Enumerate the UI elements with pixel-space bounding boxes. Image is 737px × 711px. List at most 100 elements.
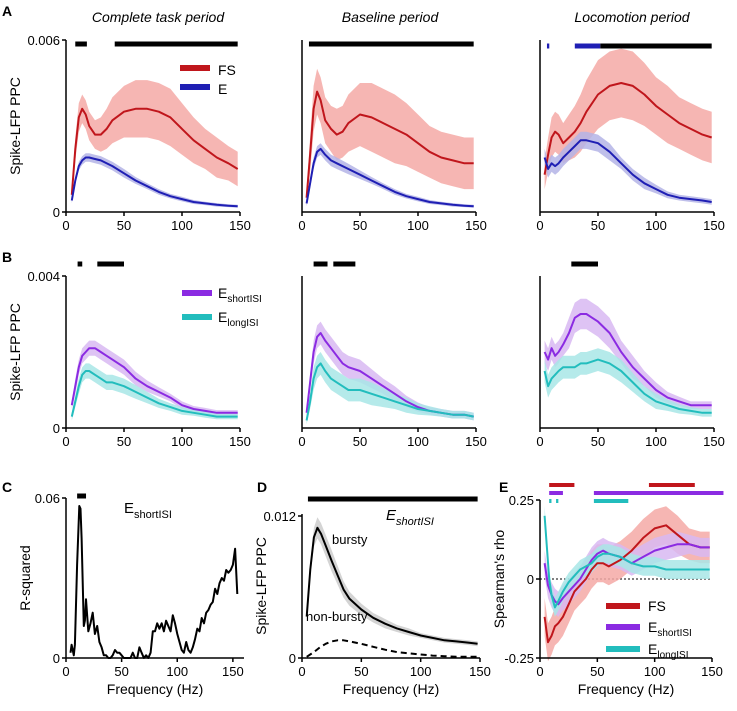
line-b1-1 <box>70 370 238 418</box>
x-label-e: Frequency (Hz) <box>578 681 674 697</box>
line-a3-0 <box>543 82 712 175</box>
x-tick-label-d-3: 150 <box>469 664 491 679</box>
legend-label-b1-short: EshortISI <box>218 285 262 305</box>
sig-bar-e-5 <box>556 499 559 503</box>
sig-bar-e-4 <box>549 499 552 503</box>
x-tick-label-d-1: 50 <box>354 664 368 679</box>
x-tick-label-e-2: 100 <box>644 664 666 679</box>
band-a2-1 <box>306 143 474 208</box>
band-e-1 <box>544 531 710 617</box>
legend-swatch-b1-short <box>182 290 212 296</box>
y-label-e: Spearman's rho <box>491 530 507 629</box>
x-tick-label-a3-0: 0 <box>536 218 543 233</box>
legend-swatch-e-short <box>606 624 640 630</box>
sig-bar-b2-0 <box>313 261 328 267</box>
sig-bar-e-2 <box>549 491 563 495</box>
band-b2-1 <box>306 352 474 425</box>
line-a3-1 <box>543 139 712 203</box>
x-tick-label-b2-0: 0 <box>298 434 305 449</box>
panel-label-c: EshortISI <box>124 500 172 521</box>
annotation-non-bursty: non-bursty <box>306 609 368 624</box>
sig-bar-d-0 <box>307 496 478 502</box>
plots: 0 50 100 150 0 0.006 Spike-LFP PPC 0 50 100 150 0 50… <box>7 33 725 697</box>
legend-label-e-long: ElongISI <box>648 641 688 661</box>
line-b1-0 <box>70 347 238 414</box>
band-a2-0 <box>306 68 474 207</box>
x-tick-label-a3-2: 100 <box>645 218 667 233</box>
x-tick-label-b3-1: 50 <box>591 434 605 449</box>
legend-swatch-e-fs <box>606 603 640 609</box>
panel-letter-a: A <box>2 3 12 19</box>
x-tick-label-a2-3: 150 <box>465 218 487 233</box>
sig-bar-a2-0 <box>308 41 474 47</box>
y-tick-label-c-1: 0.06 <box>35 491 60 506</box>
line-d-1 <box>306 639 478 658</box>
column-title-baseline: Baseline period <box>342 9 440 25</box>
y-tick-label-b1-0: 0 <box>53 421 60 436</box>
y-tick-label-d-0: 0 <box>289 651 296 666</box>
y-tick-label-d-1: 0.012 <box>263 509 296 524</box>
x-tick-label-c-3: 150 <box>222 664 244 679</box>
line-d-0 <box>305 526 478 645</box>
legend-label-e-fs: FS <box>648 598 666 614</box>
sig-bar-b1-1 <box>97 261 124 267</box>
x-tick-label-a2-1: 50 <box>353 218 367 233</box>
legend-swatch-e-long <box>606 646 640 652</box>
y-tick-label-e-0: 0.25 <box>509 493 534 508</box>
line-b3-0 <box>543 313 712 407</box>
x-tick-label-b3-2: 100 <box>645 434 667 449</box>
x-label-c: Frequency (Hz) <box>107 681 203 697</box>
sig-bar-e-1 <box>648 483 695 487</box>
column-title-locomotion: Locomotion period <box>574 9 690 25</box>
x-tick-label-b2-1: 50 <box>353 434 367 449</box>
y-label-a1: Spike-LFP PPC <box>7 77 23 175</box>
sig-bar-a1-0 <box>75 41 87 47</box>
x-tick-label-b2-3: 150 <box>465 434 487 449</box>
sig-bar-e-0 <box>549 483 575 487</box>
x-tick-label-a2-0: 0 <box>298 218 305 233</box>
annotation-bursty: bursty <box>332 532 368 547</box>
legend-label-e-short: EshortISI <box>648 619 692 639</box>
x-tick-label-b2-2: 100 <box>407 434 429 449</box>
line-e-0 <box>543 524 710 644</box>
x-tick-label-b3-3: 150 <box>703 434 725 449</box>
line-c-0 <box>69 505 239 659</box>
sig-bar-b1-0 <box>77 261 83 267</box>
x-tick-label-e-3: 150 <box>701 664 723 679</box>
x-tick-label-d-2: 100 <box>410 664 432 679</box>
legend-label-a1-e: E <box>218 81 227 97</box>
sig-bar-e-3 <box>593 491 724 495</box>
y-tick-label-e-2: -0.25 <box>504 651 534 666</box>
panel-letter-e: E <box>499 479 508 495</box>
line-b3-1 <box>543 358 712 414</box>
x-tick-label-a2-2: 100 <box>407 218 429 233</box>
y-tick-label-e-1: 0 <box>527 572 534 587</box>
sig-bar-a3-2 <box>600 43 712 49</box>
x-tick-label-e-1: 50 <box>590 664 604 679</box>
sig-bar-a3-0 <box>546 43 550 49</box>
band-b1-1 <box>71 363 238 421</box>
line-a1-1 <box>70 156 238 208</box>
y-tick-label-c-0: 0 <box>53 651 60 666</box>
x-tick-label-a1-2: 100 <box>171 218 193 233</box>
band-b3-0 <box>544 298 712 409</box>
line-b2-1 <box>305 362 474 421</box>
sig-bar-b3-0 <box>571 261 598 267</box>
y-tick-label-b1-1: 0.004 <box>27 269 60 284</box>
legend-swatch-b1-long <box>182 314 212 320</box>
x-tick-label-b1-2: 100 <box>171 434 193 449</box>
x-tick-label-a1-1: 50 <box>117 218 131 233</box>
line-e-2 <box>543 515 710 609</box>
line-a2-1 <box>305 147 474 208</box>
x-tick-label-a1-3: 150 <box>229 218 251 233</box>
x-tick-label-b1-3: 150 <box>229 434 251 449</box>
x-tick-label-b3-0: 0 <box>536 434 543 449</box>
sig-bar-e-6 <box>593 499 629 503</box>
y-label-b1: Spike-LFP PPC <box>7 303 23 401</box>
x-tick-label-c-1: 50 <box>114 664 128 679</box>
band-b3-1 <box>544 348 712 417</box>
y-tick-label-a1-0: 0 <box>53 205 60 220</box>
x-tick-label-e-0: 0 <box>536 664 543 679</box>
sig-bar-a3-1 <box>574 43 601 49</box>
band-a1-0 <box>71 80 238 201</box>
